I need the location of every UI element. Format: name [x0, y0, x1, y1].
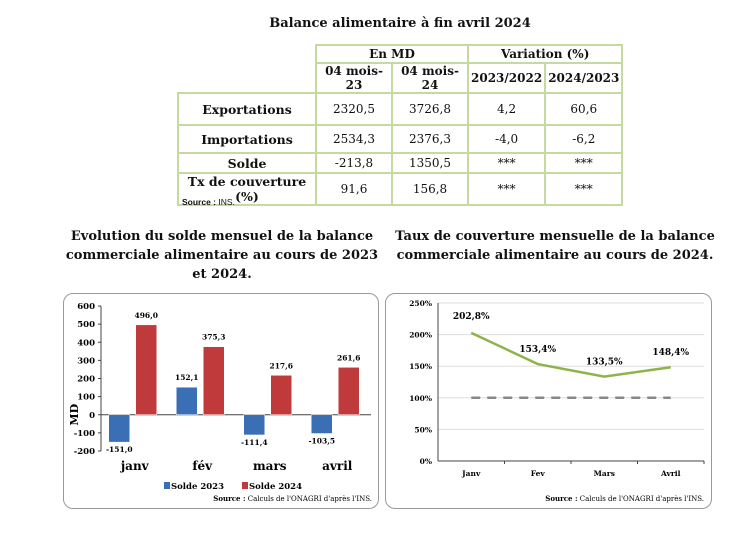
table-source: Source : INS.: [182, 197, 235, 207]
data-label: 202,8%: [453, 312, 490, 322]
y-tick-label: 50%: [414, 425, 432, 434]
x-tick-label: Avril: [660, 469, 681, 478]
x-tick-label: janv: [120, 459, 150, 473]
group-header-variation: Variation (%): [466, 44, 624, 64]
line-chart: 0% 50% 100% 150% 200% 250% Janv Fev Mars Avril 202…: [409, 299, 705, 503]
column-header: 04 mois-24: [391, 62, 469, 94]
y-tick-label: 0: [89, 411, 95, 421]
y-tick-label: 300: [77, 356, 95, 366]
line-chart-title: Taux de couverture mensuelle de la balan…: [395, 229, 715, 263]
table-title: Balance alimentaire à fin avril 2024: [269, 16, 531, 31]
bar-chart: 600 500 400 300 200 100 0 -100 -200 MD janv -151,0 4…: [68, 302, 372, 503]
cell: 1350,5: [391, 152, 469, 174]
cell: ***: [544, 172, 624, 206]
row-label: Exportations: [177, 92, 317, 126]
bar-solde-2024: [203, 346, 225, 415]
x-tick-label: Mars: [594, 469, 615, 478]
x-tick-label: Fev: [531, 469, 546, 478]
bar-solde-2024: [338, 367, 360, 415]
group-header-md: En MD: [315, 44, 469, 64]
cell: -213,8: [315, 152, 393, 174]
y-tick-label: 100%: [409, 394, 432, 403]
cell: ***: [544, 152, 624, 174]
chart-source: Source : Calculs de l'ONAGRI d'après l'I…: [545, 494, 704, 503]
cell: ***: [466, 152, 547, 174]
bar-chart-title: Evolution du solde mensuel de la balance…: [65, 229, 379, 282]
x-tick-label: fév: [192, 459, 213, 473]
cell: 4,2: [466, 92, 547, 126]
data-label: 496,0: [135, 311, 159, 320]
y-tick-label: -200: [74, 447, 95, 457]
legend-swatch: [242, 482, 248, 489]
data-label: -151,0: [106, 445, 133, 454]
y-axis-label: MD: [68, 403, 81, 425]
data-label: 152,1: [175, 373, 199, 382]
x-tick-label: avril: [322, 459, 353, 473]
table-row: Importations 2534,3 2376,3 -4,0 -6,2: [177, 124, 624, 154]
data-label: 217,6: [270, 361, 294, 370]
cell: 2534,3: [315, 124, 393, 154]
row-label: Importations: [177, 124, 317, 154]
legend-swatch: [164, 482, 170, 489]
bar-solde-2023: [176, 386, 198, 416]
cell: 2320,5: [315, 92, 393, 126]
y-tick-label: 200%: [409, 331, 432, 340]
y-tick-label: 500: [77, 320, 95, 330]
column-header: 2023/2022: [466, 62, 547, 94]
table-row: Tx de couverture (%) 91,6 156,8 *** ***: [177, 172, 624, 206]
cell: ***: [466, 172, 547, 206]
cell: 2376,3: [391, 124, 469, 154]
y-tick-label: 100: [77, 393, 95, 403]
data-label: 375,3: [202, 333, 226, 342]
table-row: Solde -213,8 1350,5 *** ***: [177, 152, 624, 174]
y-tick-label: 200: [77, 375, 95, 385]
cell: 156,8: [391, 172, 469, 206]
bar-solde-2023: [108, 414, 130, 443]
bar-solde-2024: [270, 375, 292, 415]
data-label: 261,6: [337, 353, 361, 362]
food-balance-table: En MD Variation (%) 04 mois-23 04 mois-2…: [177, 44, 624, 206]
x-tick-label: Janv: [461, 469, 481, 478]
legend-label: Solde 2024: [249, 482, 302, 492]
data-label: 153,4%: [519, 345, 556, 355]
y-tick-label: 0%: [420, 457, 432, 466]
cell: 91,6: [315, 172, 393, 206]
y-tick-label: 150%: [409, 362, 432, 371]
line-chart-frame: 0% 50% 100% 150% 200% 250% Janv Fev Mars Avril 202…: [385, 293, 712, 509]
table-row: Exportations 2320,5 3726,8 4,2 60,6: [177, 92, 624, 126]
blank-cell: [178, 45, 316, 63]
data-label: 133,5%: [586, 358, 623, 368]
coverage-rate-line: [470, 331, 671, 378]
column-header: 04 mois-23: [315, 62, 393, 94]
bar-solde-2024: [135, 324, 157, 416]
bar-chart-frame: 600 500 400 300 200 100 0 -100 -200 MD janv -151,0 4…: [63, 293, 379, 509]
data-label: -111,4: [241, 438, 268, 447]
legend-label: Solde 2023: [171, 482, 224, 492]
y-tick-label: 250%: [409, 299, 432, 308]
data-label: -103,5: [308, 437, 335, 446]
data-label: 148,4%: [652, 348, 689, 358]
cell: -6,2: [544, 124, 624, 154]
y-tick-label: 400: [77, 338, 95, 348]
x-tick-label: mars: [253, 459, 287, 473]
cell: -4,0: [466, 124, 547, 154]
cell: 60,6: [544, 92, 624, 126]
blank-cell: [178, 63, 316, 93]
cell: 3726,8: [391, 92, 469, 126]
y-tick-label: -100: [74, 429, 95, 439]
row-label: Solde: [177, 152, 317, 174]
column-header: 2024/2023: [544, 62, 624, 94]
row-label: Tx de couverture (%): [177, 172, 317, 206]
chart-source: Source : Calculs de l'ONAGRI d'après l'I…: [213, 494, 372, 503]
bar-solde-2023: [311, 414, 333, 434]
y-tick-label: 600: [77, 302, 95, 312]
bar-solde-2023: [243, 414, 265, 436]
